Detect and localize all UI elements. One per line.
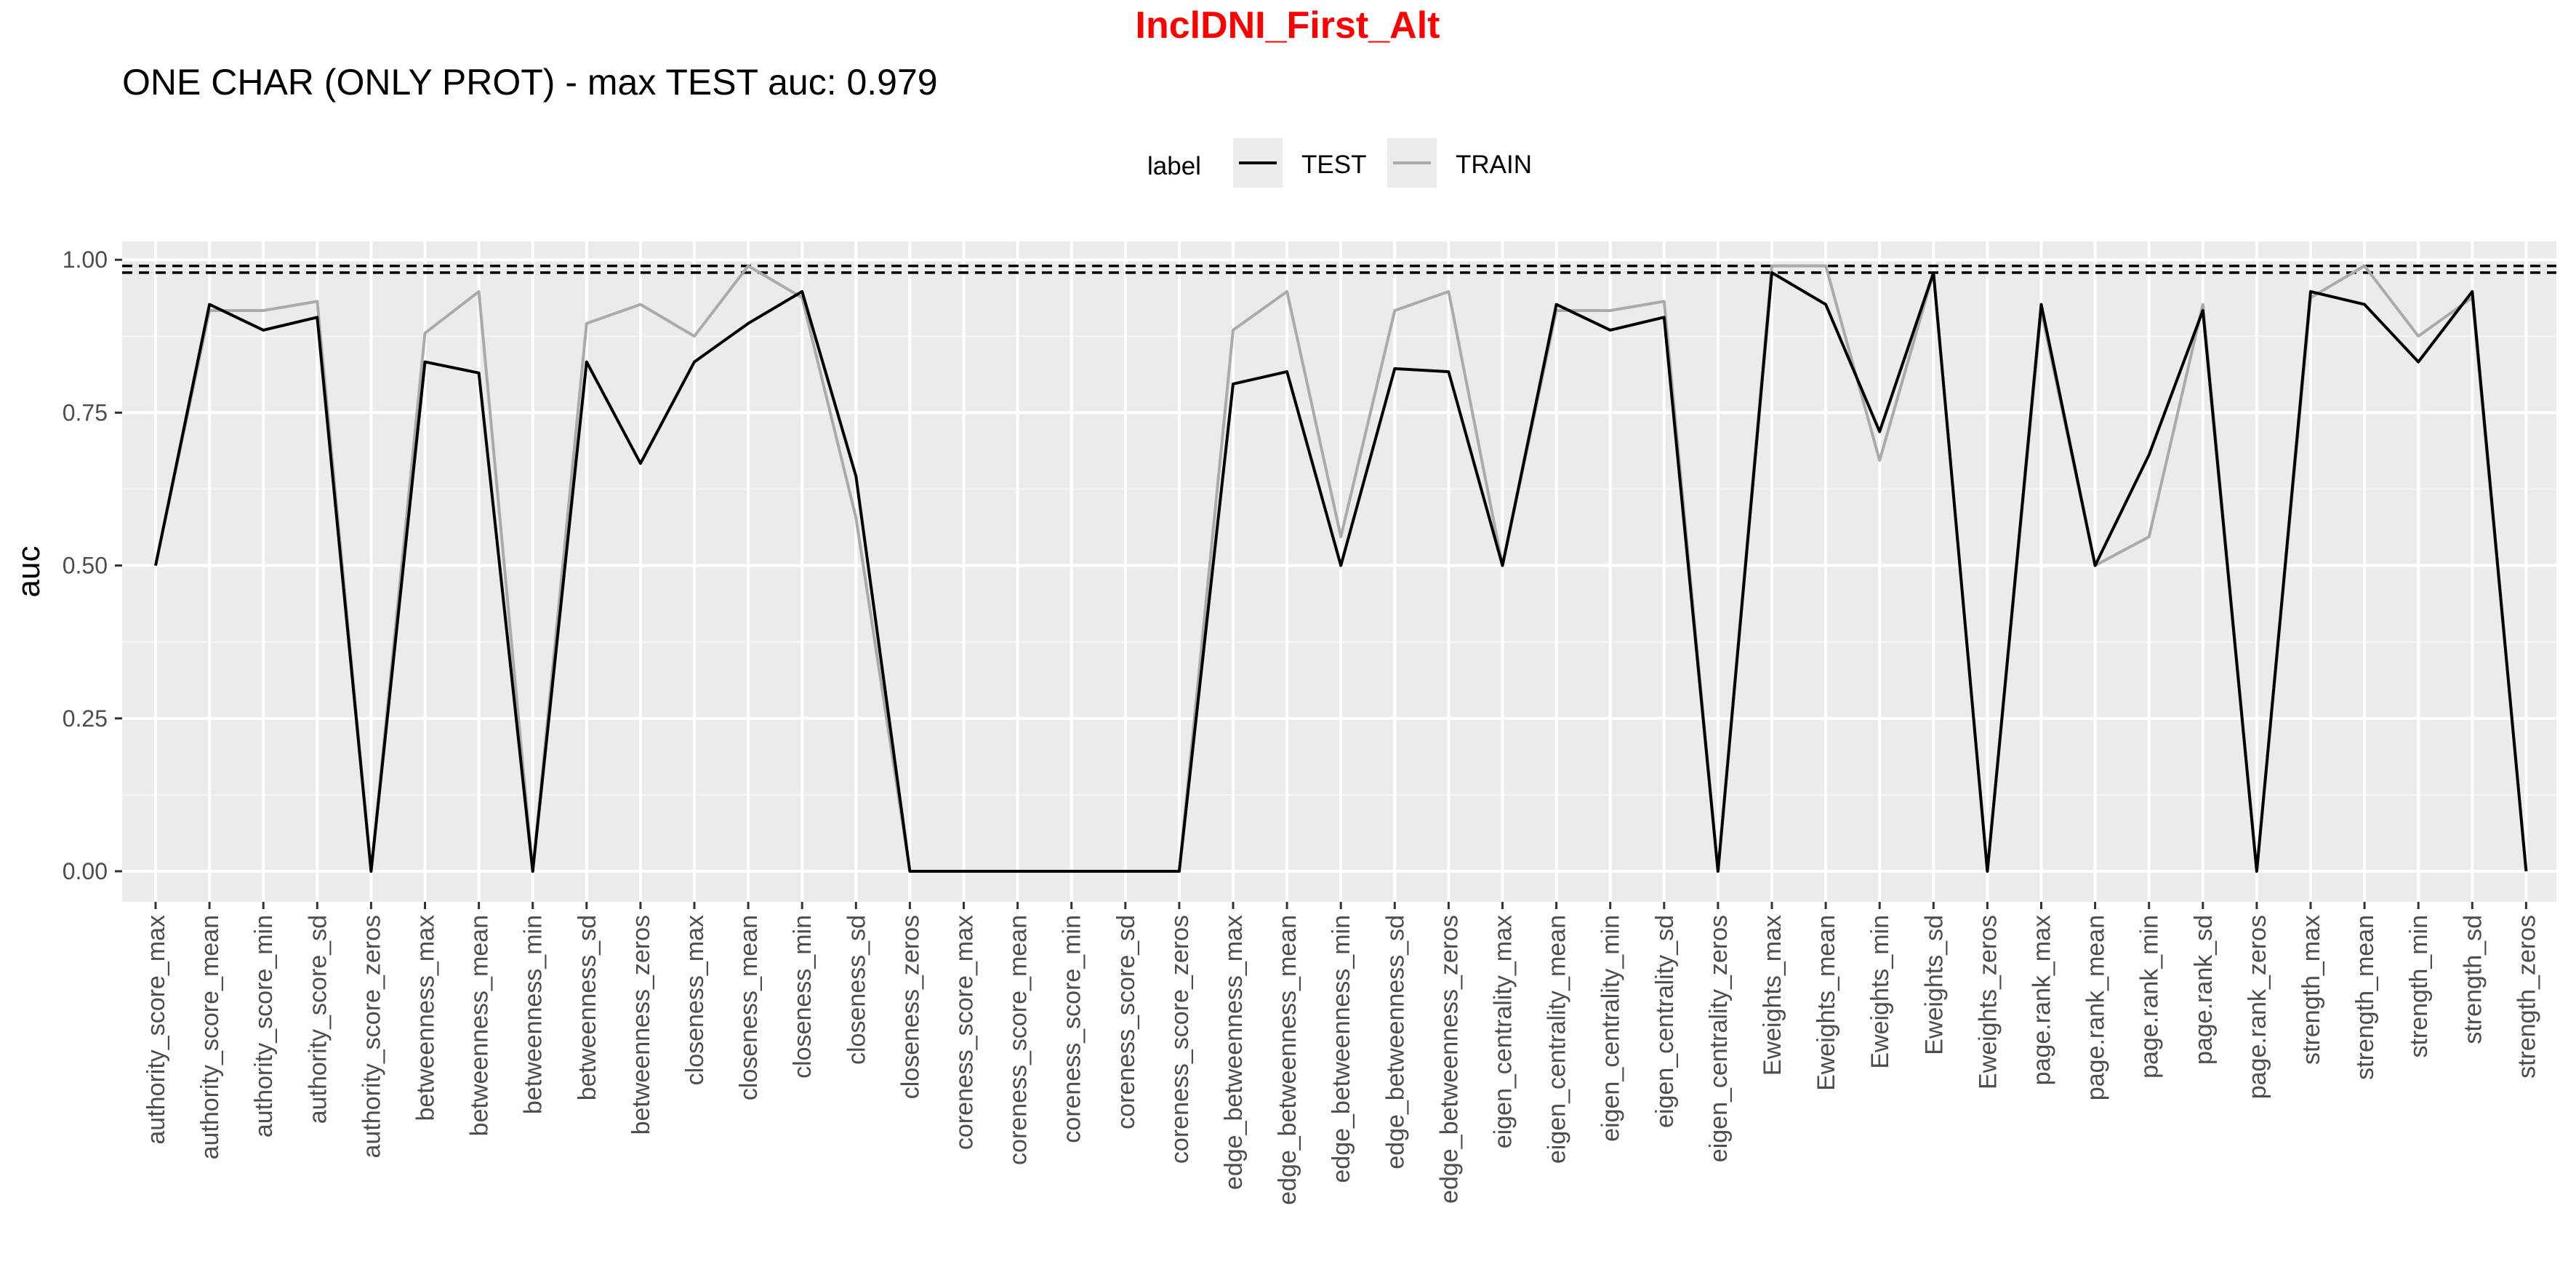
x-tick-label: coreness_score_zeros bbox=[1166, 915, 1194, 1164]
x-tick-label: page.rank_min bbox=[2136, 915, 2164, 1079]
y-tick-label: 0.00 bbox=[63, 858, 108, 884]
x-tick-label: coreness_score_max bbox=[951, 915, 979, 1150]
x-tick-label: page.rank_sd bbox=[2190, 915, 2218, 1065]
x-tick-label: edge_betweenness_mean bbox=[1274, 915, 1301, 1205]
x-tick-label: page.rank_zeros bbox=[2244, 915, 2271, 1099]
y-tick-label: 0.75 bbox=[63, 399, 108, 425]
x-tick-label: eigen_centrality_mean bbox=[1544, 915, 1571, 1164]
series-lines bbox=[154, 264, 2528, 873]
x-tick-label: betweenness_min bbox=[520, 915, 547, 1114]
y-tick-label: 0.25 bbox=[63, 705, 108, 732]
x-tick-label: betweenness_zeros bbox=[627, 915, 655, 1135]
x-tick-label: betweenness_mean bbox=[466, 915, 494, 1136]
x-tick-label: edge_betweenness_zeros bbox=[1435, 915, 1463, 1204]
x-tick-label: Eweights_sd bbox=[1920, 915, 1948, 1055]
legend-label-train: TRAIN bbox=[1456, 151, 1532, 179]
x-tick-label: coreness_score_sd bbox=[1112, 915, 1140, 1129]
series-line-test bbox=[154, 271, 2528, 873]
chart-subtitle: ONE CHAR (ONLY PROT) - max TEST auc: 0.9… bbox=[122, 62, 938, 103]
x-tick-label: authority_score_sd bbox=[304, 915, 332, 1124]
legend-title: label bbox=[1147, 152, 1201, 180]
x-tick-label: strength_sd bbox=[2459, 915, 2487, 1044]
y-axis: 0.00 0.25 0.50 0.75 1.00 bbox=[63, 247, 122, 884]
x-tick-label: edge_betweenness_min bbox=[1328, 915, 1355, 1183]
x-tick-label: eigen_centrality_min bbox=[1597, 915, 1625, 1142]
x-tick-label: eigen_centrality_max bbox=[1490, 915, 1517, 1148]
x-tick-label: strength_min bbox=[2405, 915, 2433, 1058]
y-tick-label: 0.50 bbox=[63, 553, 108, 579]
x-tick-label: coreness_score_min bbox=[1059, 915, 1086, 1143]
y-axis-label: auc bbox=[11, 546, 47, 598]
x-tick-label: coreness_score_mean bbox=[1005, 915, 1032, 1165]
x-tick-label: strength_mean bbox=[2351, 915, 2379, 1080]
x-tick-label: Eweights_zeros bbox=[1974, 915, 2002, 1089]
x-tick-label: edge_betweenness_sd bbox=[1381, 915, 1409, 1169]
y-tick-label: 1.00 bbox=[63, 247, 108, 273]
x-tick-label: eigen_centrality_zeros bbox=[1705, 915, 1733, 1162]
x-tick-label: betweenness_max bbox=[412, 915, 440, 1121]
grid bbox=[122, 241, 2556, 902]
legend: label TEST TRAIN bbox=[1147, 138, 1532, 188]
x-tick-label: strength_max bbox=[2298, 915, 2325, 1065]
x-axis: authority_score_max authority_score_mean a… bbox=[143, 902, 2540, 1205]
x-tick-label: closeness_max bbox=[681, 915, 709, 1085]
x-tick-label: Eweights_max bbox=[1759, 915, 1786, 1076]
x-tick-label: betweenness_sd bbox=[574, 915, 601, 1100]
x-tick-label: authority_score_max bbox=[143, 915, 170, 1145]
x-tick-label: page.rank_max bbox=[2029, 915, 2056, 1085]
x-tick-label: closeness_zeros bbox=[896, 915, 924, 1099]
x-tick-label: strength_zeros bbox=[2513, 915, 2540, 1079]
x-tick-label: closeness_mean bbox=[735, 915, 763, 1100]
x-tick-label: authority_score_min bbox=[250, 915, 278, 1137]
x-tick-label: closeness_sd bbox=[843, 915, 870, 1065]
x-tick-label: authority_score_mean bbox=[196, 915, 224, 1159]
legend-label-test: TEST bbox=[1301, 151, 1366, 179]
x-tick-label: closeness_min bbox=[789, 915, 816, 1079]
x-tick-label: authority_score_zeros bbox=[358, 915, 385, 1159]
x-tick-label: page.rank_mean bbox=[2082, 915, 2110, 1100]
x-tick-label: edge_betweenness_max bbox=[1220, 915, 1248, 1190]
x-tick-label: Eweights_mean bbox=[1813, 915, 1840, 1091]
reference-lines bbox=[122, 264, 2556, 274]
chart-title: InclDNI_First_Alt bbox=[1136, 4, 1440, 47]
plot-panel bbox=[122, 241, 2556, 902]
x-tick-label: Eweights_min bbox=[1866, 915, 1894, 1069]
x-tick-label: eigen_centrality_sd bbox=[1651, 915, 1679, 1128]
